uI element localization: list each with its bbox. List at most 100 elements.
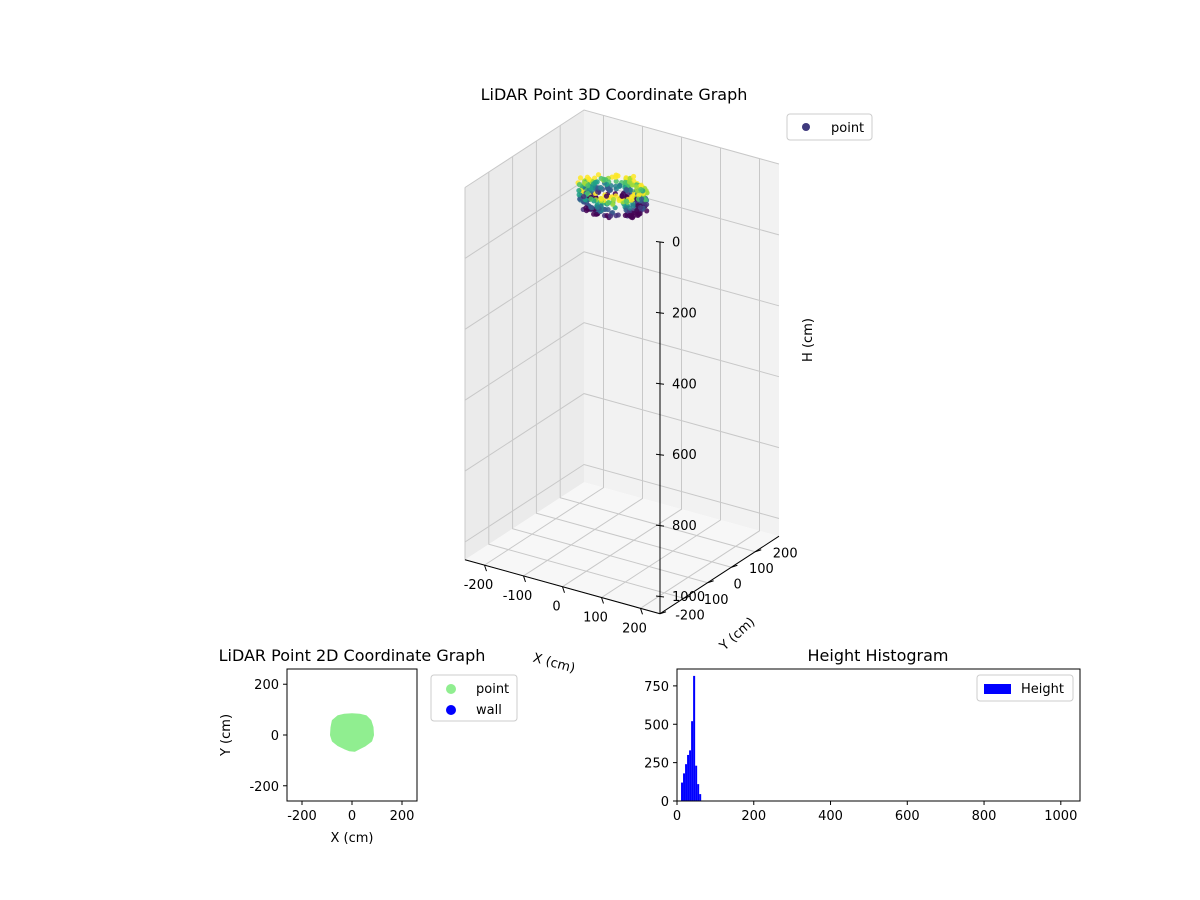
chart-2d: LiDAR Point 2D Coordinate Graph -200 0 200… xyxy=(219,646,518,846)
chart-histogram-ticklabel-y: 250 xyxy=(644,757,669,772)
chart-histogram-bar xyxy=(687,754,690,801)
chart-2d-ticklabel-y: 0 xyxy=(271,729,279,744)
chart-histogram-legend-label: Height xyxy=(1021,682,1064,697)
chart-3d-ticklabel-y: 200 xyxy=(773,547,798,562)
chart-3d-legend: point xyxy=(786,113,873,141)
chart-3d-ticklabel-y: -200 xyxy=(675,609,705,624)
chart-2d-ticks: -200 0 200 -200 0 200 xyxy=(249,678,414,824)
chart-3d-tick-y xyxy=(755,549,762,553)
chart-3d-gridline-y xyxy=(488,172,684,599)
chart-3d-point xyxy=(616,197,622,204)
chart-3d-point xyxy=(581,193,587,200)
chart-3d-ticklabel-y: 100 xyxy=(749,562,774,577)
chart-3d-ticklabel-h: 400 xyxy=(672,377,697,392)
chart-3d-point xyxy=(594,204,600,210)
chart-3d-point xyxy=(629,194,635,200)
chart-2d-title: LiDAR Point 2D Coordinate Graph xyxy=(219,646,486,665)
chart-3d-point xyxy=(590,181,597,187)
chart-3d-tick-h xyxy=(655,595,665,598)
chart-3d-point xyxy=(630,202,636,209)
chart-3d-point xyxy=(622,212,628,218)
chart-3d-xlabel: X (cm) xyxy=(531,651,576,677)
chart-3d-tick-h xyxy=(655,241,665,243)
chart-3d-gridline-h xyxy=(464,251,780,330)
chart-3d: -200-1000100200-200-10001002000200400600… xyxy=(464,85,873,677)
chart-3d-legend-label: point xyxy=(831,121,864,136)
chart-3d-point xyxy=(595,172,602,178)
chart-3d-point xyxy=(633,184,640,190)
chart-3d-point xyxy=(589,205,595,211)
chart-3d-point xyxy=(576,182,583,188)
chart-3d-gridline-y xyxy=(559,125,756,553)
chart-3d-point xyxy=(638,186,644,193)
chart-2d-plot-area xyxy=(330,713,374,752)
chart-2d-ticklabel-x: -200 xyxy=(287,809,317,824)
chart-3d-point xyxy=(584,190,591,196)
chart-histogram-ticklabel-y: 750 xyxy=(644,680,669,695)
chart-3d-ticklabel-h: 800 xyxy=(672,519,697,534)
chart-3d-point xyxy=(585,183,591,189)
chart-2d-legend-label-point: point xyxy=(476,682,509,697)
chart-3d-ticklabel-y: -100 xyxy=(699,593,729,608)
chart-3d-tick-h xyxy=(655,453,665,456)
chart-2d-ylabel: Y (cm) xyxy=(219,714,234,757)
chart-3d-point xyxy=(603,193,610,199)
chart-3d-point xyxy=(576,187,582,194)
chart-histogram-ticklabel-x: 400 xyxy=(818,809,843,824)
chart-histogram-bars xyxy=(681,675,702,801)
chart-3d-ticklabel-x: 100 xyxy=(583,611,608,626)
chart-histogram-bar xyxy=(697,784,700,801)
chart-3d-point xyxy=(577,196,583,202)
chart-3d-gridline-h xyxy=(464,393,780,472)
chart-2d-legend-marker-point xyxy=(446,684,456,694)
chart-3d-point xyxy=(638,182,644,188)
chart-3d-point xyxy=(588,196,594,202)
chart-histogram-ticks: 0 200 400 600 800 1000 0 250 500 750 xyxy=(644,680,1077,824)
chart-histogram-legend: Height xyxy=(976,674,1074,702)
chart-3d-point xyxy=(627,212,633,219)
chart-2d-point-cloud xyxy=(330,713,374,752)
chart-3d-zlabel: H (cm) xyxy=(801,318,816,362)
chart-histogram-ticklabel-x: 0 xyxy=(673,809,681,824)
chart-3d-point xyxy=(577,175,584,181)
chart-3d-point xyxy=(606,200,612,206)
chart-3d-point xyxy=(613,174,619,180)
chart-3d-point xyxy=(607,213,614,219)
chart-3d-point xyxy=(628,187,634,193)
chart-histogram-bar xyxy=(683,773,686,801)
chart-3d-point xyxy=(586,176,592,183)
chart-3d-tick-x xyxy=(640,608,643,615)
chart-2d-legend-marker-wall xyxy=(446,705,456,715)
chart-histogram: Height Histogram 0 200 400 600 800 1000 0 250 50… xyxy=(644,646,1081,824)
chart-2d-ticklabel-x: 200 xyxy=(390,809,415,824)
chart-3d-point xyxy=(610,196,617,203)
chart-3d-tick-x xyxy=(523,575,526,583)
chart-3d-point xyxy=(576,192,582,198)
chart-histogram-ticklabel-y: 500 xyxy=(644,718,669,733)
chart-3d-title: LiDAR Point 3D Coordinate Graph xyxy=(481,85,748,104)
chart-2d-ticklabel-y: 200 xyxy=(254,678,279,693)
chart-3d-tick-h xyxy=(655,382,665,385)
chart-3d-tick-x xyxy=(601,597,604,604)
chart-3d-point xyxy=(598,184,604,191)
chart-3d-legend-box xyxy=(786,113,873,141)
chart-2d-xlabel: X (cm) xyxy=(331,831,374,846)
chart-histogram-ticklabel-x: 200 xyxy=(741,809,766,824)
chart-3d-gridline-h xyxy=(464,322,780,401)
chart-3d-point xyxy=(601,176,607,182)
chart-3d-point xyxy=(630,173,637,180)
chart-3d-point xyxy=(619,192,625,199)
chart-histogram-frame xyxy=(676,668,1081,802)
chart-3d-tick-y xyxy=(731,564,738,568)
chart-histogram-bar xyxy=(699,794,702,801)
chart-3d-gridline-y xyxy=(535,141,732,568)
chart-3d-ticklabel-y: 0 xyxy=(733,578,741,593)
chart-3d-tick-h xyxy=(655,311,665,314)
chart-3d-gridline-x xyxy=(523,126,643,577)
chart-3d-point xyxy=(613,178,619,184)
chart-3d-gridline-x xyxy=(484,115,604,566)
chart-histogram-legend-box xyxy=(976,674,1074,702)
chart-3d-pane-left xyxy=(465,110,584,560)
chart-histogram-bar xyxy=(695,765,698,801)
